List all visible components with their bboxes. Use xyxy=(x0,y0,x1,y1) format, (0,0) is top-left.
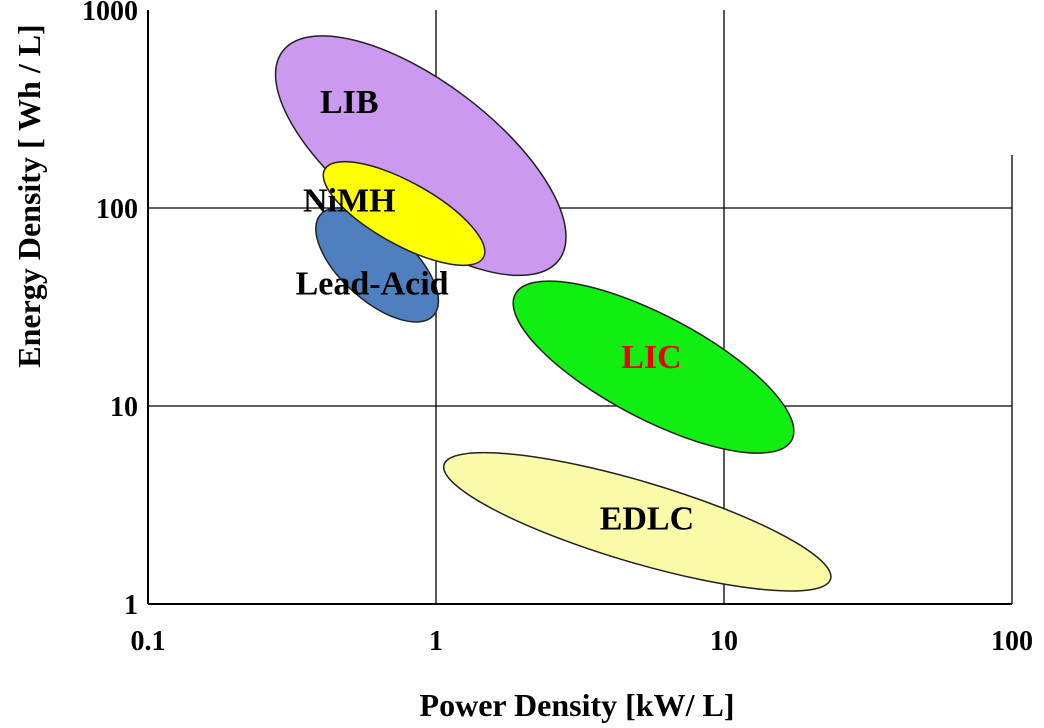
tick-labels: 0.1 1 10 100 1 10 100 1000 xyxy=(82,0,1033,657)
region-lead-acid-label: Lead-Acid xyxy=(296,266,449,303)
x-axis-title: Power Density [kW/ L] xyxy=(420,687,735,723)
region-lic: LIC xyxy=(512,280,795,454)
axes xyxy=(147,10,1013,605)
x-tick-label: 10 xyxy=(710,626,738,657)
region-nimh: NiMH xyxy=(303,160,486,267)
region-nimh-label: NiMH xyxy=(303,183,396,220)
y-tick-label: 10 xyxy=(110,392,138,423)
y-axis-title: Energy Density [ Wh / L] xyxy=(11,24,47,367)
x-tick-label: 0.1 xyxy=(131,626,166,657)
region-edlc-shape xyxy=(442,451,832,592)
region-lic-shape xyxy=(512,280,795,454)
region-nimh-shape xyxy=(322,160,486,267)
y-tick-label: 100 xyxy=(96,194,138,225)
region-lib-label: LIB xyxy=(320,84,379,121)
y-tick-label: 1 xyxy=(124,590,138,621)
regions: LIB Lead-Acid NiMH LIC EDLC xyxy=(274,35,832,592)
y-tick-label: 1000 xyxy=(82,0,138,27)
region-lic-label: LIC xyxy=(621,339,681,376)
x-tick-label: 100 xyxy=(991,626,1033,657)
region-edlc-label: EDLC xyxy=(600,501,694,538)
x-tick-label: 1 xyxy=(429,626,443,657)
region-edlc: EDLC xyxy=(442,451,832,592)
